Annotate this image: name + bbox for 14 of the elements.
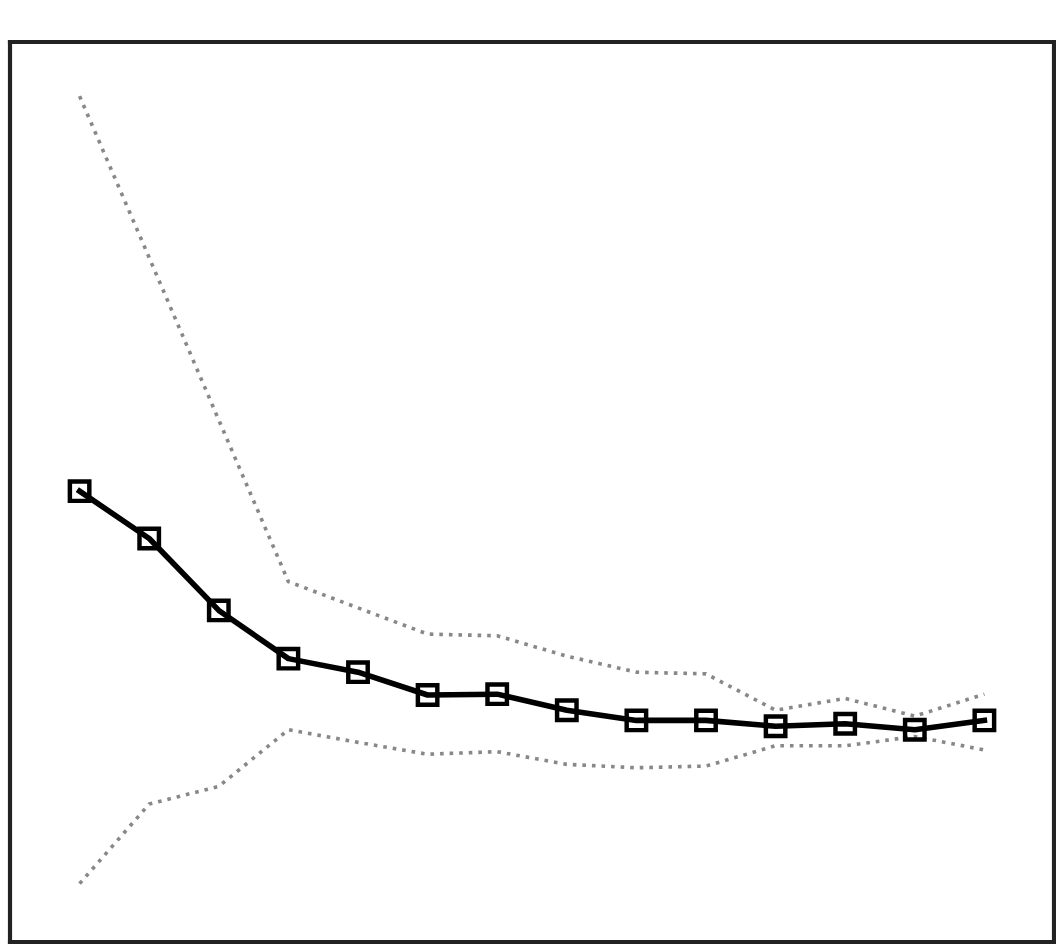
point [485,682,510,707]
point [694,708,718,733]
point [67,479,92,504]
point [972,708,997,733]
point [624,708,649,733]
point [415,683,440,707]
point [276,646,301,671]
point [902,717,927,742]
point [137,526,162,551]
point [833,711,858,736]
point [763,714,788,739]
point [206,598,231,623]
point [554,698,579,723]
point [346,660,370,685]
